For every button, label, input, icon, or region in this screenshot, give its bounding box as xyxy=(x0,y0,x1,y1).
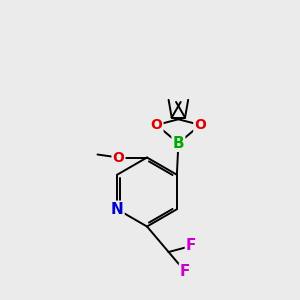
Text: O: O xyxy=(151,118,163,132)
Text: N: N xyxy=(111,202,124,217)
Text: O: O xyxy=(194,118,206,132)
Text: F: F xyxy=(186,238,196,253)
Text: B: B xyxy=(172,136,184,151)
Text: F: F xyxy=(180,264,190,279)
Text: O: O xyxy=(112,151,124,164)
